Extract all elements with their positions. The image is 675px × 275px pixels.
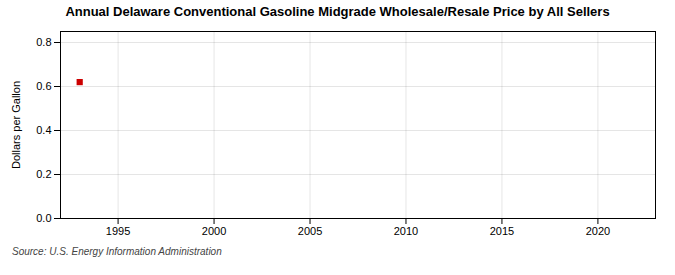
svg-text:2005: 2005 — [298, 225, 322, 237]
svg-text:2000: 2000 — [202, 225, 226, 237]
svg-text:2015: 2015 — [490, 225, 514, 237]
svg-text:2010: 2010 — [394, 225, 418, 237]
svg-text:0.6: 0.6 — [36, 80, 51, 92]
svg-text:Dollars per Gallon: Dollars per Gallon — [10, 81, 22, 169]
svg-text:0.2: 0.2 — [36, 168, 51, 180]
svg-text:0.8: 0.8 — [36, 36, 51, 48]
svg-text:0.0: 0.0 — [36, 212, 51, 224]
svg-text:0.4: 0.4 — [36, 124, 51, 136]
html-text:Source: U.S. Energy Informatio: Source: U.S. Energy Information Administ… — [12, 246, 222, 257]
html-text:Annual Delaware Conventional G: Annual Delaware Conventional Gasoline Mi… — [65, 4, 610, 19]
svg-text:1995: 1995 — [106, 225, 130, 237]
svg-text:2020: 2020 — [586, 225, 610, 237]
